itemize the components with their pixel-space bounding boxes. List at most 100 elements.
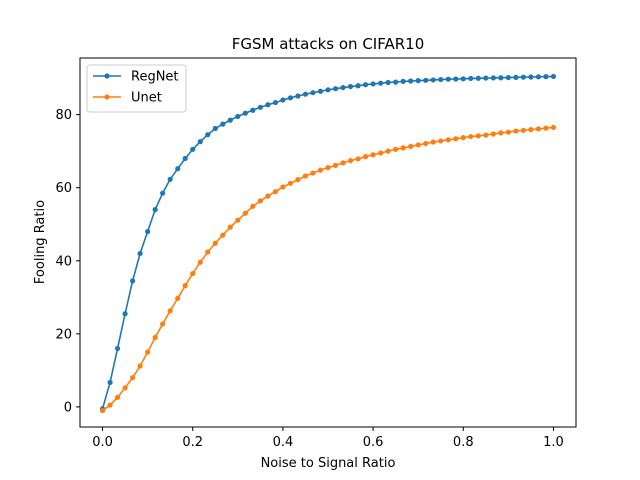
- data-point-unet: [438, 138, 444, 144]
- x-tick-label: 0.8: [453, 435, 474, 450]
- data-point-regnet: [295, 93, 301, 99]
- x-axis-label: Noise to Signal Ratio: [261, 456, 396, 471]
- data-point-regnet: [355, 83, 361, 89]
- data-point-regnet: [167, 176, 173, 182]
- data-point-unet: [167, 308, 173, 314]
- data-point-unet: [272, 189, 278, 195]
- data-point-regnet: [490, 75, 496, 81]
- plot-frame: [79, 57, 577, 428]
- data-point-unet: [393, 146, 399, 152]
- data-point-regnet: [550, 73, 557, 80]
- data-point-regnet: [205, 132, 211, 138]
- data-point-unet: [535, 126, 542, 132]
- data-point-unet: [400, 145, 406, 151]
- data-point-regnet: [265, 102, 271, 108]
- data-point-regnet: [227, 117, 233, 123]
- data-point-unet: [190, 270, 196, 277]
- data-point-regnet: [505, 74, 511, 81]
- data-point-unet: [340, 160, 346, 166]
- data-point-regnet: [325, 87, 331, 93]
- data-point-regnet: [460, 76, 466, 82]
- y-tick-label: 40: [55, 254, 72, 269]
- data-point-unet: [145, 349, 151, 355]
- data-point-regnet: [408, 78, 414, 84]
- y-axis-label: Fooling Ratio: [33, 200, 48, 284]
- data-point-regnet: [137, 250, 143, 257]
- data-point-unet: [317, 167, 324, 173]
- data-point-unet: [235, 217, 241, 223]
- data-point-unet: [137, 363, 143, 369]
- data-point-unet: [325, 165, 331, 171]
- data-point-regnet: [250, 107, 256, 113]
- data-point-unet: [332, 162, 339, 169]
- data-point-regnet: [513, 74, 519, 80]
- data-point-regnet: [378, 80, 384, 86]
- data-point-regnet: [280, 97, 286, 103]
- series-layer: [99, 73, 557, 414]
- data-point-regnet: [385, 79, 391, 86]
- data-point-unet: [498, 130, 504, 136]
- legend-label-unet: Unet: [131, 91, 162, 106]
- data-point-regnet: [302, 91, 309, 97]
- data-point-regnet: [107, 379, 113, 386]
- data-point-unet: [130, 375, 136, 381]
- data-point-unet: [490, 131, 496, 137]
- data-point-unet: [295, 177, 301, 183]
- data-point-unet: [99, 407, 106, 414]
- data-point-unet: [505, 129, 511, 135]
- data-point-regnet: [520, 74, 526, 80]
- data-point-regnet: [175, 166, 181, 172]
- data-point-unet: [370, 152, 376, 158]
- data-point-regnet: [287, 95, 294, 101]
- data-point-unet: [483, 132, 489, 138]
- x-tick-label: 0.2: [182, 435, 203, 450]
- data-point-regnet: [317, 88, 324, 94]
- data-point-unet: [520, 127, 526, 133]
- data-point-unet: [460, 135, 466, 141]
- data-point-regnet: [370, 81, 376, 87]
- y-axis: 0 20 40 60 80: [55, 108, 80, 415]
- data-point-regnet: [212, 125, 218, 132]
- y-tick-label: 60: [55, 181, 72, 196]
- data-point-unet: [114, 394, 121, 401]
- data-point-regnet: [423, 77, 429, 83]
- data-point-regnet: [438, 76, 444, 83]
- data-point-regnet: [362, 82, 369, 88]
- x-tick-label: 0.6: [363, 435, 384, 450]
- x-tick-label: 0.0: [92, 435, 113, 450]
- data-point-regnet: [483, 75, 489, 81]
- data-point-unet: [220, 232, 226, 238]
- data-point-unet: [122, 385, 128, 391]
- data-point-regnet: [152, 207, 158, 213]
- data-point-unet: [550, 124, 557, 131]
- data-point-regnet: [160, 190, 166, 196]
- data-point-regnet: [475, 75, 481, 81]
- data-point-unet: [423, 140, 429, 147]
- data-point-regnet: [122, 311, 128, 317]
- data-point-regnet: [535, 74, 542, 80]
- data-point-unet: [242, 210, 248, 216]
- data-point-unet: [430, 139, 436, 145]
- data-point-unet: [227, 224, 233, 230]
- data-point-unet: [175, 295, 181, 301]
- data-point-regnet: [220, 121, 226, 127]
- legend: RegNet Unet: [86, 64, 187, 113]
- data-point-unet: [197, 259, 203, 265]
- data-point-regnet: [114, 345, 121, 352]
- data-point-regnet: [543, 74, 549, 80]
- data-point-regnet: [528, 74, 534, 80]
- data-point-regnet: [182, 155, 188, 162]
- data-point-regnet: [197, 139, 203, 145]
- data-point-unet: [182, 283, 188, 289]
- data-point-regnet: [310, 90, 316, 96]
- data-point-unet: [347, 158, 354, 164]
- data-point-regnet: [415, 78, 421, 84]
- data-point-regnet: [393, 79, 399, 85]
- data-point-unet: [310, 170, 316, 176]
- data-point-unet: [408, 143, 414, 150]
- data-point-unet: [378, 150, 384, 156]
- data-point-unet: [513, 128, 519, 134]
- data-point-regnet: [468, 75, 474, 82]
- data-point-unet: [543, 125, 549, 131]
